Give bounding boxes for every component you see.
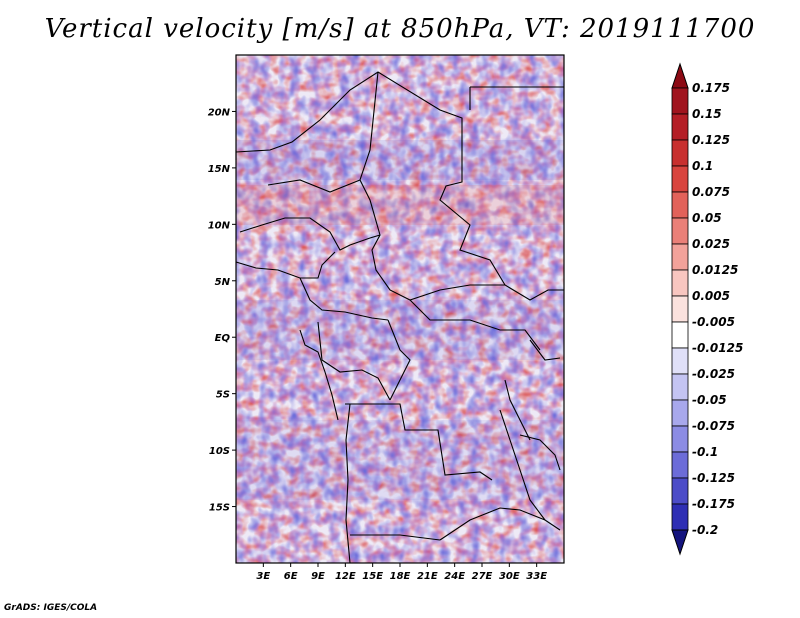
colorbar-segment bbox=[671, 113, 689, 141]
colorbar-bottom-arrow bbox=[671, 529, 689, 556]
map-title: Vertical velocity [m/s] at 850hPa, VT: 2… bbox=[44, 14, 756, 44]
lon-tick-label: 18E bbox=[390, 571, 411, 582]
colorbar-segment bbox=[671, 321, 689, 349]
colorbar-label: -0.125 bbox=[692, 471, 735, 485]
colorbar-label: -0.05 bbox=[692, 393, 727, 407]
colorbar-label: 0.1 bbox=[692, 159, 713, 173]
colorbar-label: 0.125 bbox=[692, 133, 730, 147]
colorbar-label: 0.0125 bbox=[692, 263, 738, 277]
lon-tick-label: 21E bbox=[417, 571, 438, 582]
lat-tick-label: 10N bbox=[208, 220, 231, 231]
country-borders bbox=[235, 71, 564, 564]
colorbar-label: -0.025 bbox=[692, 367, 735, 381]
longitude-ticks: 3E 6E 9E 12E 15E 18E 21E 24E 27E 30E 33E bbox=[256, 563, 547, 582]
colorbar-segment bbox=[671, 269, 689, 297]
colorbar-segment bbox=[671, 295, 689, 323]
colorbar-label: -0.005 bbox=[692, 315, 735, 329]
colorbar-segment bbox=[671, 191, 689, 219]
lon-tick-label: 15E bbox=[362, 571, 383, 582]
lon-tick-label: 24E bbox=[444, 571, 465, 582]
colorbar-segment bbox=[671, 139, 689, 167]
colorbar-segment bbox=[671, 451, 689, 479]
colorbar-label: -0.0125 bbox=[692, 341, 743, 355]
colorbar-label: 0.005 bbox=[692, 289, 730, 303]
lat-tick-label: EQ bbox=[215, 333, 231, 344]
lat-tick-label: 15S bbox=[209, 503, 230, 514]
latitude-ticks: 20N 15N 10N 5N EQ 5S 10S 15S bbox=[208, 107, 236, 514]
colorbar-segment bbox=[671, 217, 689, 245]
lat-tick-label: 10S bbox=[209, 446, 230, 457]
lat-tick-label: 20N bbox=[208, 107, 231, 118]
colorbar-segment bbox=[671, 87, 689, 115]
colorbar-label: -0.075 bbox=[692, 419, 735, 433]
grads-credit: GrADS: IGES/COLA bbox=[4, 603, 98, 613]
colorbar-segment bbox=[671, 399, 689, 427]
lat-tick-label: 5S bbox=[216, 390, 230, 401]
colorbar-segment bbox=[671, 347, 689, 375]
colorbar-segment bbox=[671, 503, 689, 531]
colorbar: 0.175 0.15 0.125 0.1 0.075 0.05 0.025 0.0125 0.0… bbox=[671, 62, 743, 556]
colorbar-label: 0.175 bbox=[692, 81, 730, 95]
lon-tick-label: 27E bbox=[472, 571, 493, 582]
colorbar-label: 0.15 bbox=[692, 107, 722, 121]
colorbar-label: -0.175 bbox=[692, 497, 735, 511]
lon-tick-label: 3E bbox=[256, 571, 270, 582]
colorbar-top-arrow bbox=[671, 62, 689, 89]
lon-tick-label: 33E bbox=[526, 571, 547, 582]
lon-tick-label: 12E bbox=[335, 571, 356, 582]
colorbar-segment bbox=[671, 243, 689, 271]
velocity-field bbox=[236, 55, 564, 563]
lon-tick-label: 6E bbox=[284, 571, 298, 582]
colorbar-segment bbox=[671, 373, 689, 401]
lat-tick-label: 5N bbox=[215, 277, 231, 288]
colorbar-label: -0.1 bbox=[692, 445, 718, 459]
colorbar-label: 0.025 bbox=[692, 237, 730, 251]
colorbar-segment bbox=[671, 477, 689, 505]
colorbar-label: 0.05 bbox=[692, 211, 722, 225]
colorbar-label: 0.075 bbox=[692, 185, 730, 199]
colorbar-segment bbox=[671, 425, 689, 453]
colorbar-segment bbox=[671, 165, 689, 193]
colorbar-label: -0.2 bbox=[692, 523, 718, 537]
lon-tick-label: 30E bbox=[499, 571, 520, 582]
lat-tick-label: 15N bbox=[208, 164, 231, 175]
lon-tick-label: 9E bbox=[311, 571, 325, 582]
